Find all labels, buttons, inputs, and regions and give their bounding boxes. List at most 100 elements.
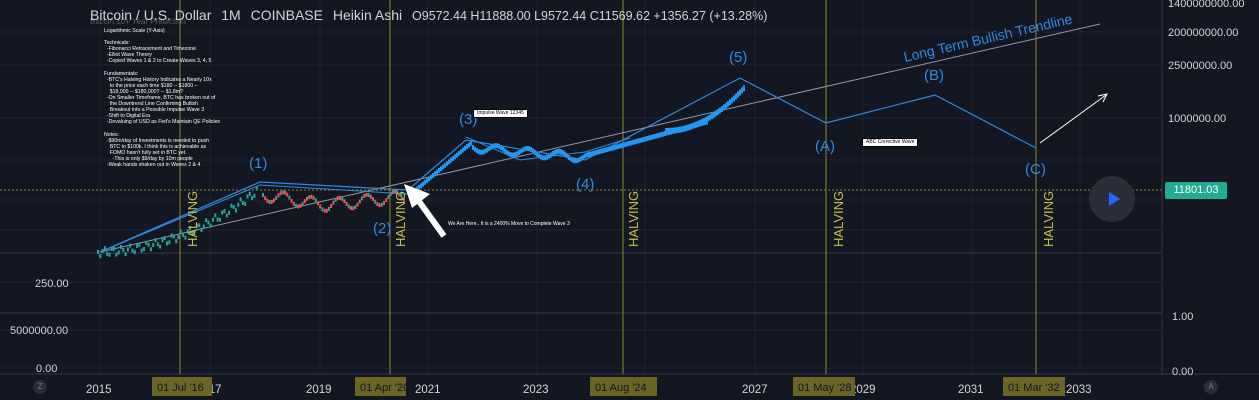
x-tick-3: 2021	[415, 384, 441, 396]
halving-label-2: HALVING	[626, 191, 641, 247]
y-tick-0: 1400000000.00	[1168, 0, 1244, 10]
candle	[301, 201, 304, 206]
candle	[699, 119, 701, 126]
candle	[193, 230, 196, 235]
candle	[560, 149, 562, 155]
candle	[129, 243, 132, 248]
candle	[574, 158, 576, 164]
candle	[512, 152, 514, 158]
candle	[428, 176, 430, 182]
wave-labels: (1) (2) (3) (4) (5) (A) (B) (C)	[249, 49, 1046, 237]
candle	[177, 235, 180, 240]
candle	[378, 203, 381, 208]
candle	[323, 208, 326, 213]
wave-3-4-outline	[465, 136, 631, 161]
play-icon	[1108, 192, 1120, 206]
candle	[542, 155, 544, 161]
candle	[299, 203, 302, 208]
candle	[149, 247, 152, 252]
candle	[590, 151, 592, 157]
zoom-toggle[interactable]: Z	[33, 380, 47, 394]
x-tick-2: 2019	[306, 384, 332, 396]
candle	[281, 190, 284, 195]
candle	[422, 181, 424, 187]
candle	[544, 155, 546, 161]
candle	[498, 143, 500, 149]
wave-label-0: (1)	[249, 155, 267, 172]
candle	[200, 227, 203, 232]
candle	[715, 110, 717, 117]
candle	[654, 133, 656, 139]
candle	[186, 229, 189, 234]
candle	[161, 238, 164, 243]
date-marker-4: 01 Mar '32	[1008, 382, 1060, 394]
candle	[352, 206, 355, 211]
candle	[113, 246, 116, 251]
candle	[494, 143, 496, 149]
candle	[638, 138, 640, 144]
candle	[387, 194, 390, 199]
candle	[286, 192, 289, 197]
candle	[640, 137, 642, 143]
candle	[172, 234, 175, 239]
candle	[221, 210, 224, 215]
candle	[426, 178, 428, 184]
symbol-name[interactable]: Bitcoin / U.S. Dollar	[90, 7, 212, 23]
candle	[308, 195, 311, 200]
candle	[592, 150, 594, 156]
candle	[456, 152, 458, 158]
auto-scale-toggle[interactable]: A	[1204, 380, 1218, 394]
candle	[126, 247, 129, 252]
candle	[361, 196, 363, 201]
candle	[572, 157, 574, 163]
candle	[159, 244, 162, 249]
candle	[297, 204, 300, 209]
candle	[275, 195, 278, 200]
date-marker-1: 01 Apr '20	[360, 382, 409, 394]
candle	[424, 179, 426, 185]
candle	[462, 147, 464, 153]
candle	[634, 139, 636, 145]
candle	[277, 193, 280, 198]
candle	[273, 198, 275, 203]
y-tick-2: 25000000.00	[1168, 60, 1232, 72]
replay-button[interactable]	[1089, 176, 1135, 222]
candle	[705, 116, 707, 123]
candle	[223, 209, 226, 214]
candle	[99, 253, 102, 258]
candle	[671, 127, 673, 134]
chart-header: Bitcoin / U.S. Dollar 1M COINBASE Heikin…	[90, 7, 773, 23]
interval[interactable]: 1M	[221, 7, 241, 23]
candle	[578, 157, 580, 163]
candle	[156, 242, 159, 247]
candle	[618, 143, 620, 149]
candle	[143, 247, 145, 252]
candle	[554, 149, 556, 155]
candle	[420, 183, 422, 189]
candle	[636, 138, 638, 144]
candle	[442, 164, 444, 170]
candle	[306, 196, 308, 201]
candle	[502, 146, 504, 152]
candle	[608, 146, 610, 152]
candle	[325, 208, 328, 213]
candle	[650, 134, 652, 140]
candle	[662, 131, 664, 137]
candle	[514, 152, 516, 158]
current-price-tag: 11801.03	[1165, 182, 1227, 199]
candle	[508, 151, 510, 157]
candle	[312, 195, 315, 200]
candle	[131, 248, 134, 253]
candle	[120, 244, 122, 249]
candle	[195, 223, 198, 228]
candle	[697, 120, 699, 127]
candle	[488, 146, 490, 152]
candle	[295, 203, 297, 208]
candle	[97, 250, 99, 254]
halving-labels: HALVING HALVING HALVING HALVING HALVING	[185, 191, 1056, 247]
candle	[345, 201, 348, 206]
candle	[319, 204, 322, 209]
candle	[646, 136, 648, 142]
ohlc-readout: O9572.44 H11888.00 L9572.44 C11569.62 +1…	[412, 9, 768, 23]
